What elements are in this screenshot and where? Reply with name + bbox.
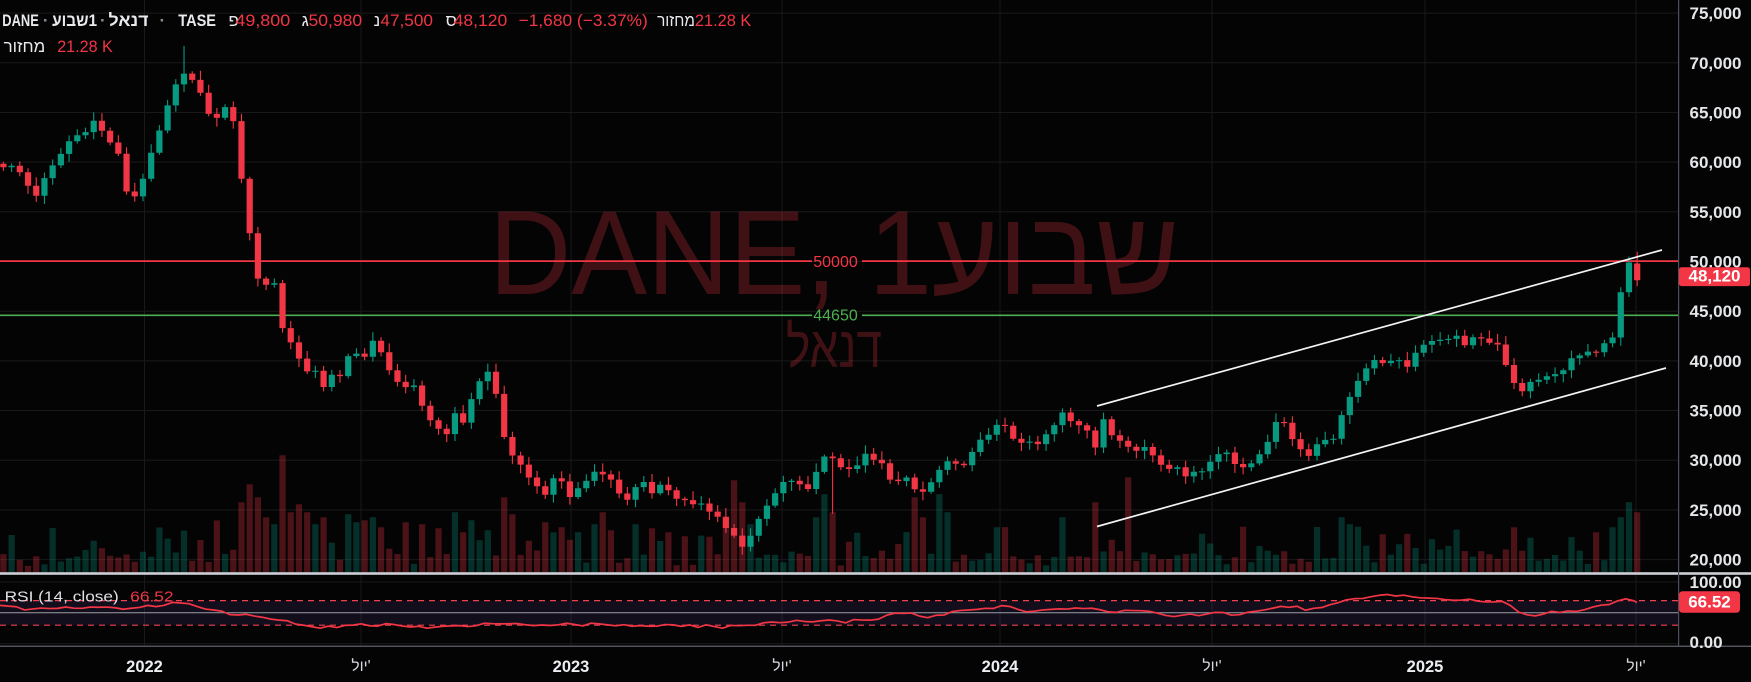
svg-text:TASE: TASE [178, 11, 216, 30]
svg-text:0.00: 0.00 [1690, 633, 1723, 652]
svg-text:70,000: 70,000 [1690, 54, 1742, 73]
svg-text:פ: פ [229, 11, 239, 30]
svg-text:רוזחמ: רוזחמ [657, 11, 695, 30]
svg-text:ס: ס [446, 11, 457, 30]
svg-text:DANE: DANE [2, 11, 39, 30]
svg-text:21.28 K: 21.28 K [57, 37, 113, 56]
svg-text:35,000: 35,000 [1690, 402, 1742, 421]
svg-text:49,800: 49,800 [235, 11, 290, 30]
svg-text:RSI (14, close): RSI (14, close) [5, 590, 119, 606]
svg-text:47,500: 47,500 [380, 11, 433, 30]
svg-text:48,120: 48,120 [1689, 267, 1741, 286]
svg-text:·: · [100, 11, 106, 30]
svg-text:DANE, 1עובש: DANE, 1עובש [489, 186, 1179, 320]
svg-text:100.00: 100.00 [1690, 573, 1742, 592]
svg-text:55,000: 55,000 [1690, 203, 1742, 222]
svg-text:2024: 2024 [982, 658, 1020, 676]
svg-text:−1,680 (−3.37%): −1,680 (−3.37%) [519, 11, 648, 30]
svg-text:75,000: 75,000 [1690, 4, 1742, 23]
svg-text:50,980: 50,980 [309, 11, 363, 30]
svg-text:66.52: 66.52 [1688, 592, 1731, 611]
svg-text:30,000: 30,000 [1690, 451, 1742, 470]
svg-text:50,000: 50,000 [1690, 253, 1742, 272]
svg-text:48,120: 48,120 [454, 11, 508, 30]
svg-text:2025: 2025 [1407, 658, 1444, 676]
svg-text:לאנד: לאנד [109, 11, 149, 30]
svg-text:·: · [159, 11, 165, 30]
svg-text:20,000: 20,000 [1690, 551, 1742, 570]
svg-text:40,000: 40,000 [1690, 352, 1742, 371]
svg-text:לאנד: לאנד [786, 315, 882, 380]
svg-text:21.28 K: 21.28 K [695, 11, 752, 30]
svg-text:50000: 50000 [813, 254, 858, 271]
svg-text:66.52: 66.52 [130, 590, 173, 606]
svg-text:60,000: 60,000 [1690, 153, 1742, 172]
svg-text:לוי': לוי' [351, 658, 370, 675]
svg-text:רוזחמ: רוזחמ [4, 37, 46, 56]
svg-text:65,000: 65,000 [1690, 104, 1742, 123]
svg-text:ג: ג [302, 11, 309, 30]
svg-text:עובש1: עובש1 [52, 11, 97, 30]
svg-text:2023: 2023 [553, 658, 590, 676]
svg-text:נ: נ [374, 11, 381, 30]
svg-text:25,000: 25,000 [1690, 501, 1742, 520]
svg-text:לוי': לוי' [772, 658, 791, 675]
svg-text:·: · [43, 11, 49, 30]
svg-text:לוי': לוי' [1626, 658, 1645, 675]
svg-text:44650: 44650 [813, 308, 858, 325]
svg-text:לוי': לוי' [1202, 658, 1221, 675]
svg-text:2022: 2022 [126, 658, 163, 676]
svg-text:45,000: 45,000 [1690, 302, 1742, 321]
